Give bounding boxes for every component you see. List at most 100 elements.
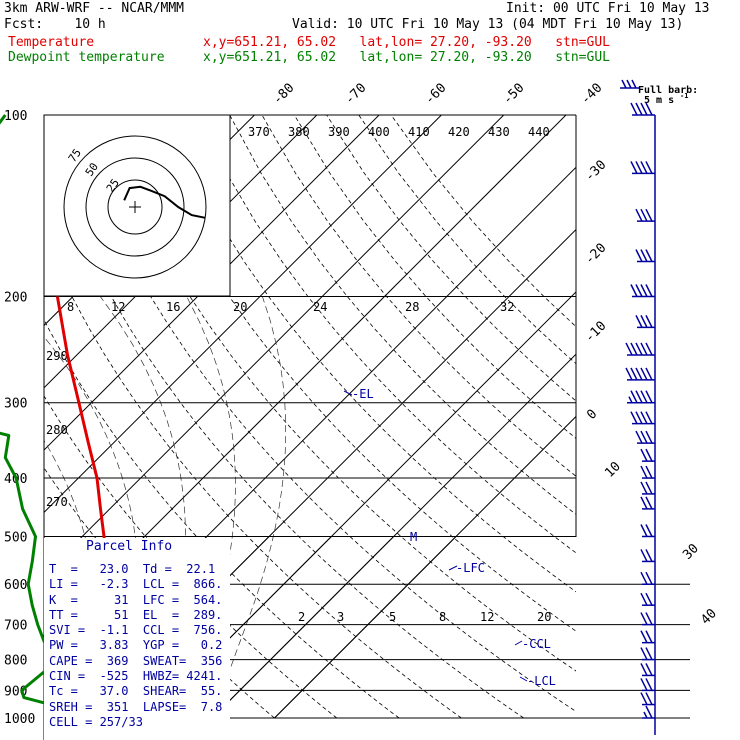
barb-feather: [640, 592, 648, 606]
barb-feather: [640, 663, 648, 676]
isotherm-label-0: 0: [584, 407, 600, 423]
el-arrow: [343, 390, 353, 396]
mixing-ratio-label-16: 16: [166, 300, 180, 314]
barb-feather: [640, 678, 648, 691]
isotherm-50: [274, 415, 576, 719]
barb-feather: [645, 663, 653, 676]
mixing-ratio-label-32: 32: [500, 300, 514, 314]
pressure-label-1000: 1000: [4, 712, 35, 727]
barb-feather: [645, 102, 653, 116]
mixing-ratio-label-12: 12: [111, 300, 125, 314]
isotherm--20: [44, 115, 442, 514]
isotherm-low-30: [149, 537, 332, 719]
dry-adiabat-200: [390, 115, 576, 328]
barb-feather: [645, 692, 653, 705]
wind-barb-175: [635, 249, 655, 263]
barb-feather: [630, 390, 638, 404]
barb-feather: [645, 411, 653, 425]
el-marker: -EL: [352, 387, 374, 401]
barb-feather: [640, 342, 648, 356]
wind-barb-900: [640, 678, 655, 692]
wind-barb-150: [635, 208, 655, 222]
hodograph-ring-0: [63, 135, 207, 279]
wind-barb-600: [640, 571, 655, 585]
dry-adiabat-60: [44, 395, 338, 719]
dry-adiabat-140: [197, 115, 576, 554]
barb-feather: [630, 367, 638, 381]
dry-adiabat-150: [229, 115, 576, 515]
pressure-label-800: 800: [4, 654, 27, 669]
barb-feather: [640, 208, 648, 222]
barb-feather: [645, 496, 653, 510]
pressure-label-200: 200: [4, 291, 27, 306]
barb-feather: [640, 448, 648, 462]
barb-feather: [640, 411, 648, 425]
barb-feather: [640, 630, 648, 643]
wind-barb-700: [640, 612, 655, 626]
theta-e-label-370: 370: [248, 125, 270, 139]
isotherm-low-50: [274, 537, 457, 719]
low-mixing-ratio-label-2: 2: [298, 610, 305, 624]
parcel-info-row: PW = 3.83 YGP = 0.2: [49, 638, 223, 653]
wind-barb-350: [635, 430, 655, 444]
barb-feather: [645, 208, 653, 222]
barb-feather: [640, 249, 648, 262]
barb-feather: [630, 342, 638, 356]
barb-feather: [640, 549, 648, 562]
hodograph-trace: [123, 185, 206, 219]
parcel-info-row: CIN = -525 HWBZ= 4241.: [49, 669, 223, 684]
wind-barb-425: [640, 481, 655, 495]
pressure-label-700: 700: [4, 619, 27, 634]
parcel-info-row: SVI = -1.1 CCL = 756.: [49, 623, 223, 638]
wind-barb-375: [640, 448, 655, 462]
low-mixing-ratio-label-3: 3: [337, 610, 344, 624]
wind-barb-325: [630, 411, 655, 425]
barb-feather: [640, 612, 648, 625]
isotherm-label--60: -60: [422, 81, 449, 108]
barb-feather: [635, 315, 643, 328]
barb-feather: [630, 411, 638, 425]
barb-feather: [635, 390, 643, 404]
barb-feather: [645, 549, 653, 562]
barb-feather: [630, 102, 638, 116]
hodograph-box: [43, 114, 231, 297]
lfc-marker: -LFC: [456, 561, 485, 575]
theta-e-label-420: 420: [448, 125, 470, 139]
lcl-marker: -LCL: [527, 674, 556, 688]
parcel-info-row: CELL = 257/33: [49, 714, 143, 729]
isotherm-label--30: -30: [582, 158, 609, 185]
forecast-hour: Fcst: 10 h: [4, 17, 106, 32]
parcel-info-row: CAPE = 369 SWEAT= 356: [49, 653, 223, 668]
mixing-ratio-label-8: 8: [67, 300, 74, 314]
barb-feather: [635, 367, 643, 381]
wind-barb-850: [640, 663, 655, 677]
ccl-marker: -CCL: [522, 637, 551, 651]
barb-half-feather: [643, 711, 648, 719]
barb-feather: [640, 571, 648, 585]
theta-e-label-390: 390: [328, 125, 350, 139]
parcel-info-row: TT = 51 EL = 289.: [49, 607, 223, 622]
mixing-ratio-label-20: 20: [233, 300, 247, 314]
isotherm-label--20: -20: [582, 241, 609, 268]
barb-feather: [645, 678, 653, 691]
wind-barb-250: [625, 342, 655, 356]
mixing-ratio-label-28: 28: [405, 300, 419, 314]
dewpoint-profile: [0, 114, 103, 719]
barb-feather: [640, 390, 648, 404]
parcel-info-row: SREH = 351 LAPSE= 7.8: [49, 699, 223, 714]
parcel-info-row: Tc = 37.0 SHEAR= 55.: [49, 684, 223, 699]
barb-feather: [630, 284, 638, 297]
pressure-label-900: 900: [4, 684, 27, 699]
lcl-arrow: [519, 676, 528, 682]
wind-barb-650: [640, 592, 655, 606]
pressure-label-500: 500: [4, 530, 27, 545]
isotherm--10: [44, 115, 505, 576]
barb-feather: [635, 249, 643, 262]
pressure-label-600: 600: [4, 578, 27, 593]
wind-barb-750: [640, 630, 655, 644]
barb-feather: [635, 411, 643, 425]
barb-key-line1: Full barb:: [638, 85, 698, 96]
lfc-arrow: [448, 565, 458, 571]
barb-feather: [640, 102, 648, 116]
